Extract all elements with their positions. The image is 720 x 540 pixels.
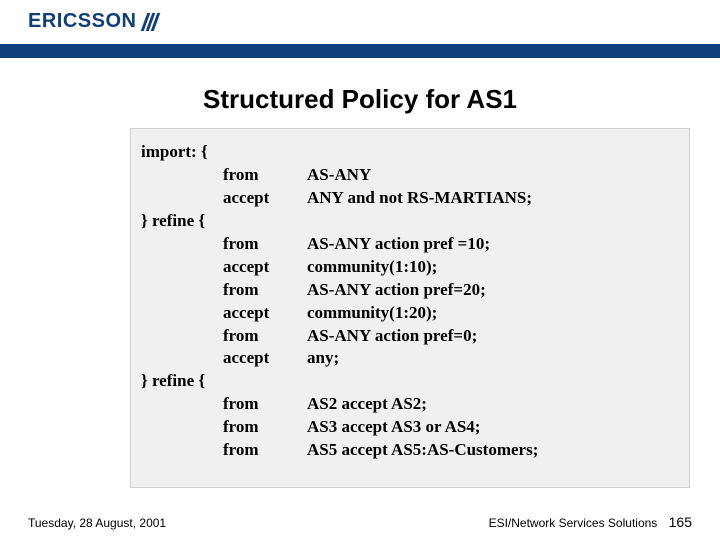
policy-row: acceptcommunity(1:20); <box>137 302 683 325</box>
footer-right: ESI/Network Services Solutions 165 <box>489 514 692 530</box>
header-bar <box>0 44 720 58</box>
brand-name: ERICSSON <box>28 10 136 33</box>
policy-row: fromAS-ANY action pref=0; <box>137 325 683 348</box>
policy-col3: community(1:20); <box>307 302 683 325</box>
policy-col1 <box>137 256 223 279</box>
policy-row: fromAS-ANY action pref =10; <box>137 233 683 256</box>
policy-col3 <box>307 370 683 393</box>
policy-box: import: {fromAS-ANYacceptANY and not RS-… <box>130 128 690 488</box>
policy-col1 <box>137 393 223 416</box>
policy-col2: accept <box>223 347 307 370</box>
policy-col2: from <box>223 416 307 439</box>
policy-col2 <box>223 141 307 164</box>
policy-col1: } refine { <box>137 370 223 393</box>
policy-col2: from <box>223 233 307 256</box>
policy-col3: AS-ANY action pref=0; <box>307 325 683 348</box>
policy-row: fromAS3 accept AS3 or AS4; <box>137 416 683 439</box>
policy-col2: accept <box>223 187 307 210</box>
policy-col1: import: { <box>137 141 223 164</box>
policy-col1 <box>137 302 223 325</box>
policy-col1 <box>137 187 223 210</box>
policy-col1 <box>137 233 223 256</box>
policy-col2: accept <box>223 256 307 279</box>
policy-col2 <box>223 370 307 393</box>
policy-row: fromAS-ANY action pref=20; <box>137 279 683 302</box>
policy-col2 <box>223 210 307 233</box>
policy-col3: AS-ANY action pref=20; <box>307 279 683 302</box>
policy-col3 <box>307 141 683 164</box>
policy-row: } refine { <box>137 370 683 393</box>
policy-col1 <box>137 164 223 187</box>
policy-col2: from <box>223 325 307 348</box>
page-title: Structured Policy for AS1 <box>0 84 720 115</box>
policy-col3: AS5 accept AS5:AS-Customers; <box>307 439 683 462</box>
policy-col3: AS-ANY action pref =10; <box>307 233 683 256</box>
policy-col1: } refine { <box>137 210 223 233</box>
policy-row: acceptANY and not RS-MARTIANS; <box>137 187 683 210</box>
policy-col3: any; <box>307 347 683 370</box>
policy-row: acceptany; <box>137 347 683 370</box>
page-number: 165 <box>669 514 692 530</box>
policy-row: } refine { <box>137 210 683 233</box>
policy-col1 <box>137 347 223 370</box>
policy-col2: from <box>223 164 307 187</box>
policy-col2: from <box>223 439 307 462</box>
brand-logo: ERICSSON <box>28 10 157 33</box>
policy-col1 <box>137 279 223 302</box>
footer-org: ESI/Network Services Solutions <box>489 516 658 530</box>
policy-col2: from <box>223 279 307 302</box>
policy-row: import: { <box>137 141 683 164</box>
policy-col3: AS-ANY <box>307 164 683 187</box>
policy-col2: from <box>223 393 307 416</box>
policy-col3: ANY and not RS-MARTIANS; <box>307 187 683 210</box>
policy-col3 <box>307 210 683 233</box>
policy-col3: AS3 accept AS3 or AS4; <box>307 416 683 439</box>
policy-col3: AS2 accept AS2; <box>307 393 683 416</box>
policy-col2: accept <box>223 302 307 325</box>
footer-date: Tuesday, 28 August, 2001 <box>28 516 166 530</box>
policy-col1 <box>137 439 223 462</box>
policy-col1 <box>137 325 223 348</box>
policy-row: acceptcommunity(1:10); <box>137 256 683 279</box>
policy-text: import: {fromAS-ANYacceptANY and not RS-… <box>131 129 689 474</box>
policy-row: fromAS2 accept AS2; <box>137 393 683 416</box>
policy-row: fromAS5 accept AS5:AS-Customers; <box>137 439 683 462</box>
slide: ERICSSON Structured Policy for AS1 impor… <box>0 0 720 540</box>
brand-stripes-icon <box>144 13 157 31</box>
policy-col3: community(1:10); <box>307 256 683 279</box>
policy-row: fromAS-ANY <box>137 164 683 187</box>
policy-col1 <box>137 416 223 439</box>
